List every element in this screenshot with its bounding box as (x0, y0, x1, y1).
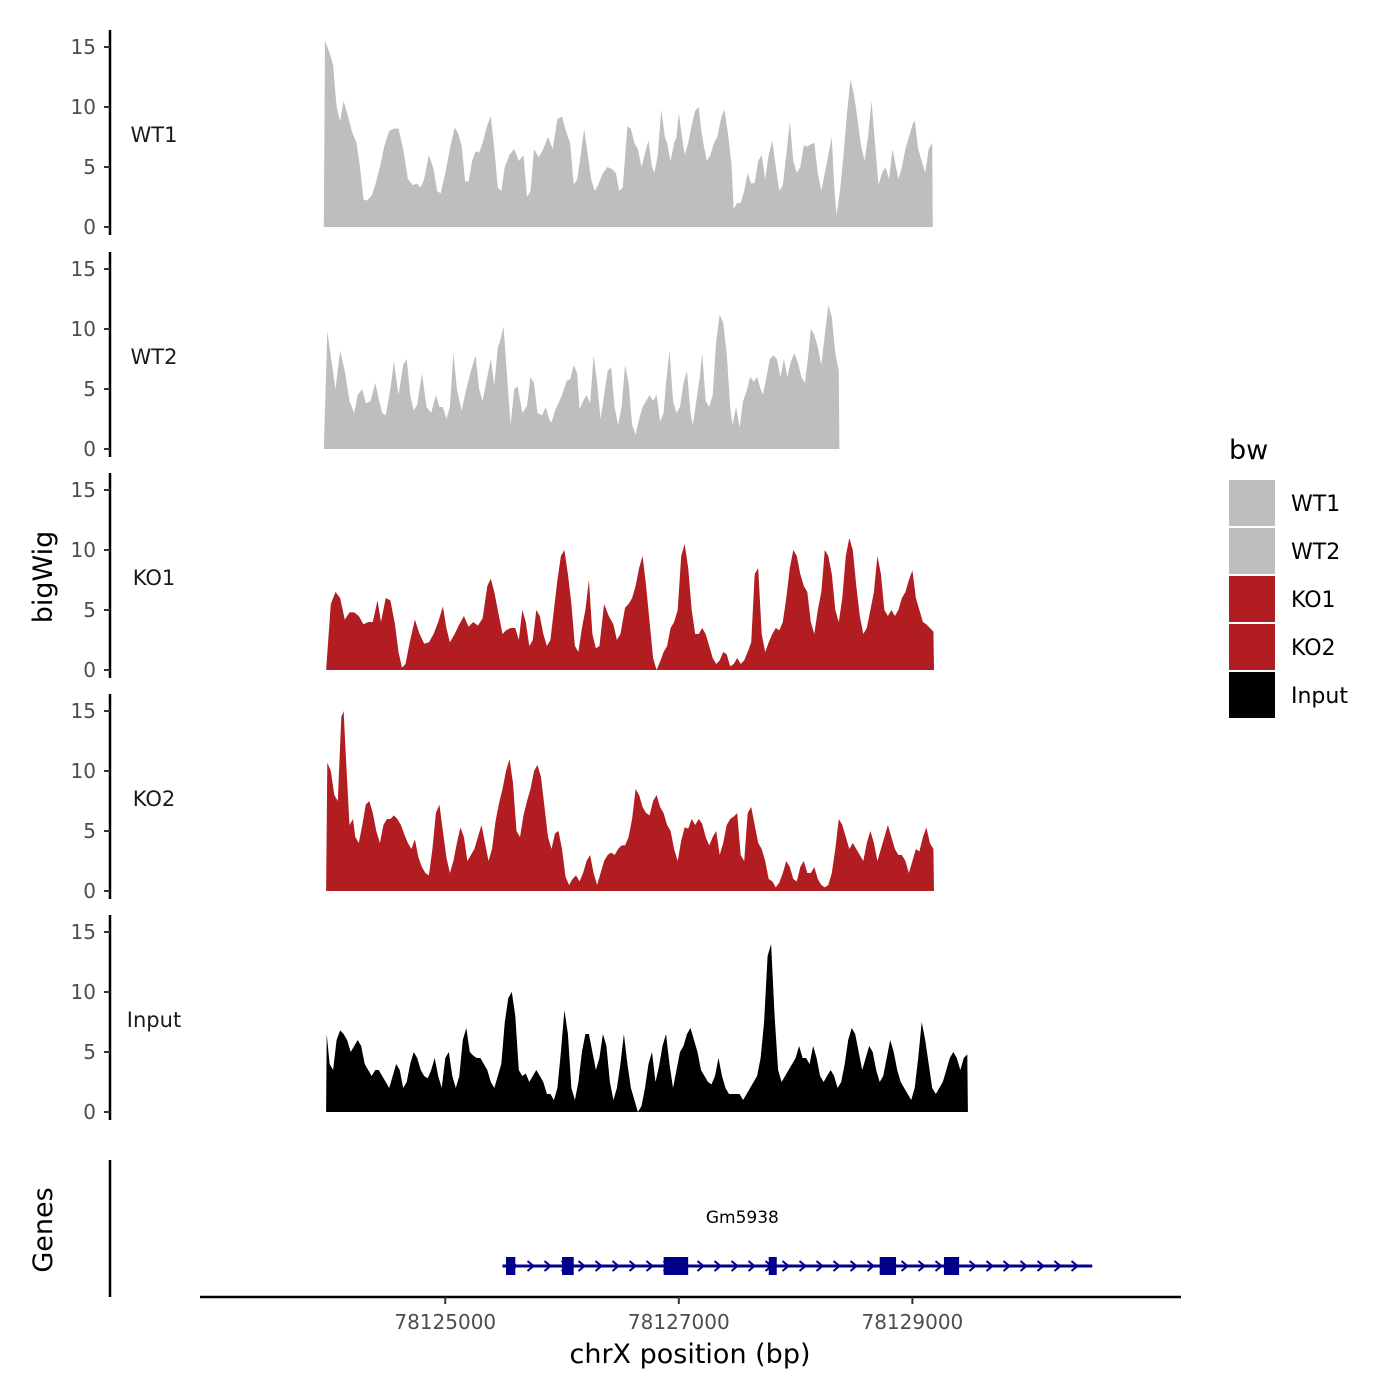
track-wt2: 0 5 10 15 WT2 (71, 252, 840, 461)
gene-model: Gm5938 (502, 1208, 1093, 1275)
track-ko2: 0 5 10 15 KO2 (71, 694, 935, 903)
strand-arrow (526, 1260, 536, 1272)
gene-exon (879, 1257, 897, 1275)
y-tick-label: 5 (83, 1040, 96, 1064)
strand-arrow (747, 1260, 757, 1272)
strand-arrow (1036, 1260, 1046, 1272)
strand-arrow (1053, 1260, 1063, 1272)
legend-key-ko1 (1229, 576, 1275, 622)
gene-exon (663, 1257, 689, 1275)
strand-arrow (968, 1260, 978, 1272)
gene-exon (562, 1257, 574, 1275)
x-tick-label: 78125000 (394, 1310, 496, 1334)
y-tick-label: 5 (83, 155, 96, 179)
strand-arrow (815, 1260, 825, 1272)
y-tick-label: 0 (83, 437, 96, 461)
strand-arrow (577, 1260, 587, 1272)
signal-area-wt2 (323, 305, 840, 449)
signal-area-input (326, 944, 968, 1112)
track-wt1: 0 5 10 15 WT1 (71, 30, 933, 239)
gene-name-label: Gm5938 (706, 1208, 779, 1228)
strand-arrow (730, 1260, 740, 1272)
y-tick-label: 10 (71, 317, 96, 341)
genes-track: Gm5938 (108, 1160, 1093, 1297)
y-tick-label: 15 (71, 257, 96, 281)
genes-track-title: Genes (28, 1187, 59, 1272)
strand-arrow (1070, 1260, 1080, 1272)
y-tick-label: 0 (83, 658, 96, 682)
legend-label-input: Input (1291, 684, 1348, 709)
gene-exon (943, 1257, 960, 1275)
strand-arrow (1002, 1260, 1012, 1272)
y-tick-label: 10 (71, 538, 96, 562)
legend-key-wt2 (1229, 528, 1275, 574)
strand-arrow (917, 1260, 927, 1272)
strand-arrow (900, 1260, 910, 1272)
track-label: WT2 (131, 345, 178, 369)
x-tick-label: 78129000 (861, 1310, 963, 1334)
track-label: KO1 (133, 566, 176, 590)
y-tick-label: 10 (71, 759, 96, 783)
strand-arrow (798, 1260, 808, 1272)
strand-arrow (781, 1260, 791, 1272)
y-tick-label: 10 (71, 980, 96, 1004)
y-tick-label: 0 (83, 879, 96, 903)
strand-arrow (832, 1260, 842, 1272)
x-axis: 78125000 78127000 78129000 (200, 1295, 1181, 1334)
legend-label-wt1: WT1 (1291, 492, 1340, 517)
signal-area-ko1 (326, 538, 935, 670)
track-input: 0 5 10 15 Input (71, 915, 968, 1124)
legend-key-input (1229, 672, 1275, 718)
strand-arrow (934, 1260, 944, 1272)
strand-arrow (611, 1260, 621, 1272)
legend: bw WT1 WT2 KO1 KO2 Input (1229, 435, 1348, 718)
strand-arrow (985, 1260, 995, 1272)
legend-label-ko2: KO2 (1291, 636, 1336, 661)
y-tick-label: 5 (83, 819, 96, 843)
y-tick-label: 0 (83, 1100, 96, 1124)
y-tick-label: 5 (83, 598, 96, 622)
track-ko1: 0 5 10 15 KO1 (71, 473, 935, 682)
y-tick-label: 5 (83, 377, 96, 401)
legend-key-wt1 (1229, 480, 1275, 526)
track-label: Input (127, 1008, 181, 1032)
y-tick-label: 0 (83, 215, 96, 239)
y-axis-title: bigWig (28, 531, 59, 624)
track-label: KO2 (133, 787, 176, 811)
track-label: WT1 (131, 123, 178, 147)
tracks-layer: 0 5 10 15 WT1 0 5 10 15 WT2 0 5 10 15 KO1 0 5 10 15 KO2 0 5 10… (71, 30, 968, 1124)
gene-exon (768, 1257, 777, 1275)
y-tick-label: 15 (71, 920, 96, 944)
strand-arrow (696, 1260, 706, 1272)
strand-arrow (628, 1260, 638, 1272)
strand-arrow (849, 1260, 859, 1272)
legend-label-ko1: KO1 (1291, 588, 1336, 613)
legend-key-ko2 (1229, 624, 1275, 670)
legend-label-wt2: WT2 (1291, 540, 1340, 565)
x-axis-title: chrX position (bp) (569, 1339, 810, 1370)
y-tick-label: 15 (71, 35, 96, 59)
signal-area-ko2 (326, 711, 935, 891)
strand-arrow (543, 1260, 553, 1272)
strand-arrow (645, 1260, 655, 1272)
y-tick-label: 15 (71, 478, 96, 502)
signal-area-wt1 (323, 41, 933, 227)
gene-exon (505, 1257, 516, 1275)
legend-title: bw (1229, 435, 1268, 466)
y-tick-label: 15 (71, 699, 96, 723)
strand-arrow (866, 1260, 876, 1272)
x-tick-label: 78127000 (628, 1310, 730, 1334)
strand-arrow (594, 1260, 604, 1272)
y-tick-label: 10 (71, 95, 96, 119)
strand-arrow (1019, 1260, 1029, 1272)
strand-arrow (713, 1260, 723, 1272)
